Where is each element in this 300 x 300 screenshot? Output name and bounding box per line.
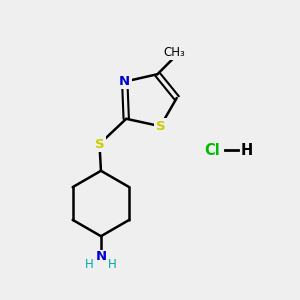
Text: N: N <box>119 75 130 88</box>
Text: Cl: Cl <box>205 142 220 158</box>
Text: N: N <box>95 250 106 263</box>
Text: H: H <box>241 142 253 158</box>
Text: H: H <box>85 258 94 271</box>
Text: H: H <box>108 258 117 271</box>
Text: S: S <box>156 120 165 133</box>
Text: S: S <box>95 138 104 151</box>
Text: CH₃: CH₃ <box>163 46 185 59</box>
